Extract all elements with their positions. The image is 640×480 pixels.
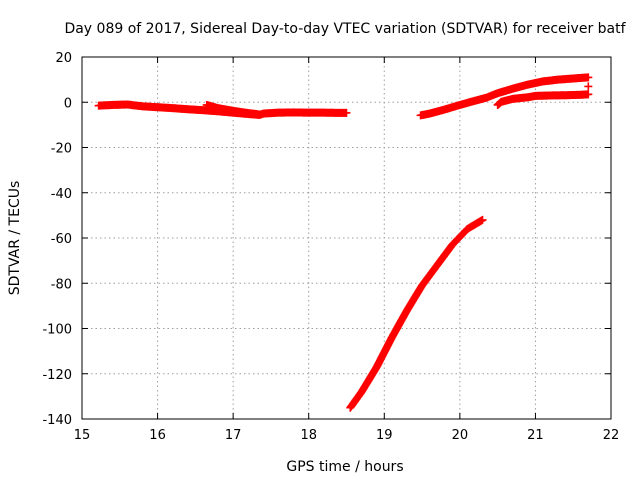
x-tick-label: 18 bbox=[300, 428, 317, 443]
x-tick-label: 17 bbox=[225, 428, 242, 443]
data-point-marker bbox=[342, 108, 351, 117]
data-point-marker bbox=[584, 90, 593, 99]
data-series bbox=[493, 90, 593, 109]
x-tick-label: 16 bbox=[149, 428, 166, 443]
x-tick-label: 21 bbox=[527, 428, 544, 443]
y-tick-label: 20 bbox=[55, 51, 72, 66]
y-tick-label: -40 bbox=[51, 187, 72, 202]
y-tick-label: -80 bbox=[51, 277, 72, 292]
data-point-marker bbox=[478, 215, 487, 224]
y-tick-label: -140 bbox=[42, 413, 72, 428]
x-tick-label: 19 bbox=[376, 428, 393, 443]
data-layer bbox=[94, 73, 593, 412]
data-series bbox=[346, 215, 487, 412]
data-series bbox=[202, 100, 264, 119]
data-series bbox=[584, 82, 593, 91]
y-tick-label: -60 bbox=[51, 232, 72, 247]
x-tick-label: 20 bbox=[452, 428, 469, 443]
data-series bbox=[416, 73, 593, 120]
tick-layer: 15 16 17 18 19 20 21 22 20 0 -20 -40 -60 -80 -100 -120 -… bbox=[42, 51, 619, 443]
data-point-marker bbox=[584, 73, 593, 82]
data-point-marker bbox=[584, 82, 593, 91]
x-tick-label: 22 bbox=[603, 428, 620, 443]
chart-title: Day 089 of 2017, Sidereal Day-to-day VTE… bbox=[64, 21, 626, 37]
y-tick-label: -100 bbox=[42, 323, 72, 338]
y-tick-label: -120 bbox=[42, 368, 72, 383]
data-point-marker bbox=[255, 110, 264, 119]
y-axis-label: SDTVAR / TECUs bbox=[7, 181, 23, 296]
x-axis-label: GPS time / hours bbox=[286, 459, 403, 475]
y-tick-label: -20 bbox=[51, 142, 72, 157]
y-tick-label: 0 bbox=[64, 96, 72, 111]
x-tick-label: 15 bbox=[74, 428, 91, 443]
